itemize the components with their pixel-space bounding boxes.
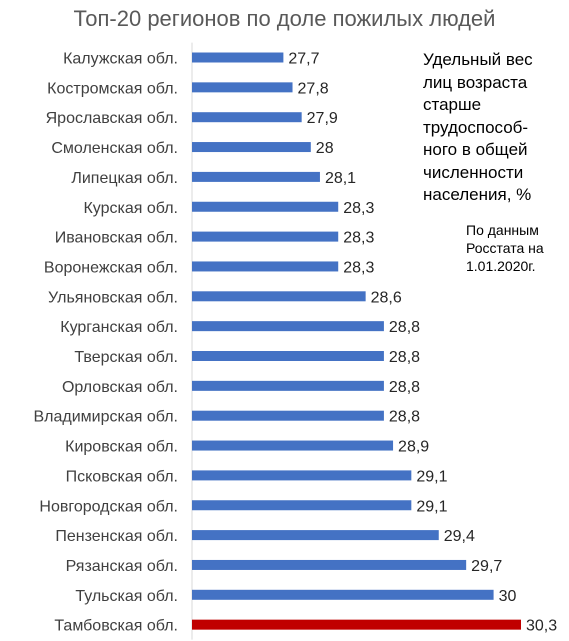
source-note: По данным Росстата на 1.01.2020г. xyxy=(466,222,544,274)
category-label: Ульяновская обл. xyxy=(48,289,178,306)
category-label: Тульская обл. xyxy=(75,588,178,605)
bar xyxy=(192,440,394,451)
value-label: 30 xyxy=(499,588,517,605)
bar xyxy=(192,82,293,93)
bar xyxy=(192,231,339,242)
category-label: Рязанская обл. xyxy=(66,558,178,575)
value-label: 28,8 xyxy=(389,349,420,366)
category-label: Псковская обл. xyxy=(66,468,178,485)
value-label: 28 xyxy=(316,140,334,157)
category-label: Новгородская обл. xyxy=(39,498,178,515)
bar xyxy=(192,201,339,212)
value-label: 28,3 xyxy=(343,259,374,276)
bar xyxy=(192,589,494,600)
value-label: 28,3 xyxy=(343,200,374,217)
category-label: Курганская обл. xyxy=(60,319,178,336)
value-label: 28,1 xyxy=(325,170,356,187)
value-label: 28,6 xyxy=(371,289,402,306)
value-label: 27,8 xyxy=(298,80,329,97)
category-label: Костромская обл. xyxy=(47,80,178,97)
chart-title: Топ-20 регионов по доле пожилых людей xyxy=(73,6,496,31)
category-label: Пензенская обл. xyxy=(55,528,178,545)
bar-highlighted xyxy=(192,619,521,630)
category-label: Ярославская обл. xyxy=(46,110,178,127)
value-label: 30,3 xyxy=(526,618,557,635)
value-label: 28,8 xyxy=(389,319,420,336)
category-label: Калужская обл. xyxy=(63,51,178,68)
category-label: Орловская обл. xyxy=(62,379,178,396)
category-label: Тверская обл. xyxy=(74,349,178,366)
bar xyxy=(192,559,467,570)
category-label: Владимирская обл. xyxy=(34,409,179,426)
chart-note: Удельный вес лиц возраста старше трудосп… xyxy=(423,50,533,204)
value-label: 27,7 xyxy=(288,51,319,68)
bar xyxy=(192,171,320,182)
value-label: 28,8 xyxy=(389,379,420,396)
value-label: 28,9 xyxy=(398,439,429,456)
category-label: Тамбовская обл. xyxy=(54,618,178,635)
bar xyxy=(192,321,384,332)
value-label: 27,9 xyxy=(307,110,338,127)
value-label: 28,3 xyxy=(343,230,374,247)
bar xyxy=(192,52,284,63)
bar xyxy=(192,500,412,511)
category-label: Липецкая обл. xyxy=(71,170,178,187)
bar xyxy=(192,142,311,153)
category-label: Воронежская обл. xyxy=(44,259,178,276)
bar xyxy=(192,410,384,421)
category-label: Смоленская обл. xyxy=(51,140,178,157)
value-label: 29,7 xyxy=(471,558,502,575)
value-label: 28,8 xyxy=(389,409,420,426)
bar xyxy=(192,380,384,391)
bar xyxy=(192,261,339,272)
bar xyxy=(192,530,439,541)
value-label: 29,1 xyxy=(416,468,447,485)
bar xyxy=(192,112,302,123)
value-label: 29,4 xyxy=(444,528,475,545)
category-label: Курская обл. xyxy=(83,200,178,217)
category-label: Кировская обл. xyxy=(65,439,178,456)
value-label: 29,1 xyxy=(416,498,447,515)
bar xyxy=(192,291,366,302)
category-label: Ивановская обл. xyxy=(55,230,178,247)
bar xyxy=(192,470,412,481)
bar xyxy=(192,351,384,361)
